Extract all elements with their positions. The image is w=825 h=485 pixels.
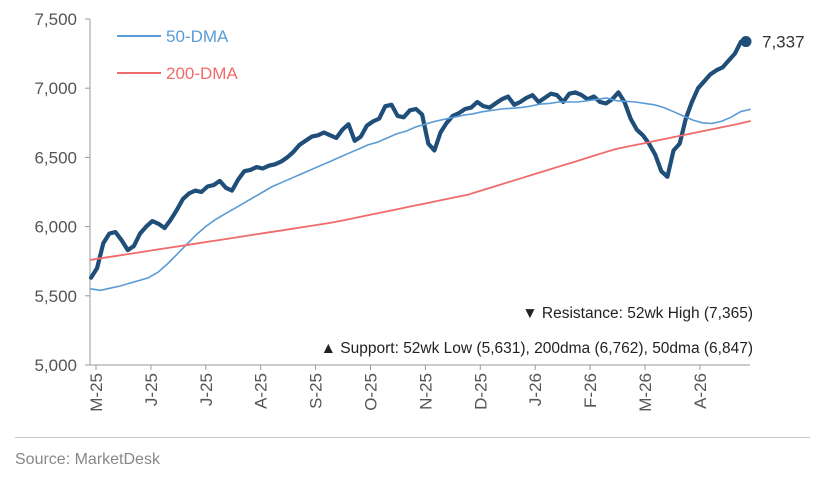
last-value-marker bbox=[740, 36, 752, 48]
x-tick-label: J-25 bbox=[197, 373, 216, 406]
x-tick-label: F-26 bbox=[581, 373, 600, 408]
x-tick-label: S-25 bbox=[307, 373, 326, 409]
x-tick-label: M-26 bbox=[636, 373, 655, 412]
y-tick-label: 7,000 bbox=[34, 79, 77, 98]
y-tick-label: 5,500 bbox=[34, 287, 77, 306]
price-line bbox=[88, 39, 744, 280]
legend-label: 200-DMA bbox=[166, 64, 238, 83]
x-tick-label: J-25 bbox=[142, 373, 161, 406]
x-tick-label: D-25 bbox=[471, 373, 490, 410]
legend-label: 50-DMA bbox=[166, 27, 229, 46]
support-annotation: ▲ Support: 52wk Low (5,631), 200dma (6,7… bbox=[321, 340, 753, 357]
y-tick-label: 5,000 bbox=[34, 356, 77, 375]
x-tick-label: A-25 bbox=[252, 373, 271, 409]
y-tick-label: 6,000 bbox=[34, 218, 77, 237]
dma-50-line bbox=[90, 97, 751, 292]
x-tick-label: N-25 bbox=[416, 373, 435, 410]
x-tick-label: O-25 bbox=[362, 373, 381, 411]
x-tick-label: M-25 bbox=[87, 373, 106, 412]
x-tick-label: A-26 bbox=[691, 373, 710, 409]
source-note: Source: MarketDesk bbox=[15, 451, 160, 468]
y-tick-label: 7,500 bbox=[34, 10, 77, 29]
last-value-label: 7,337 bbox=[762, 33, 805, 52]
resistance-annotation: ▼ Resistance: 52wk High (7,365) bbox=[522, 305, 753, 322]
footer-divider bbox=[15, 437, 810, 438]
y-tick-label: 6,500 bbox=[34, 148, 77, 167]
dma-200-line bbox=[90, 120, 751, 261]
x-tick-label: J-26 bbox=[526, 373, 545, 406]
